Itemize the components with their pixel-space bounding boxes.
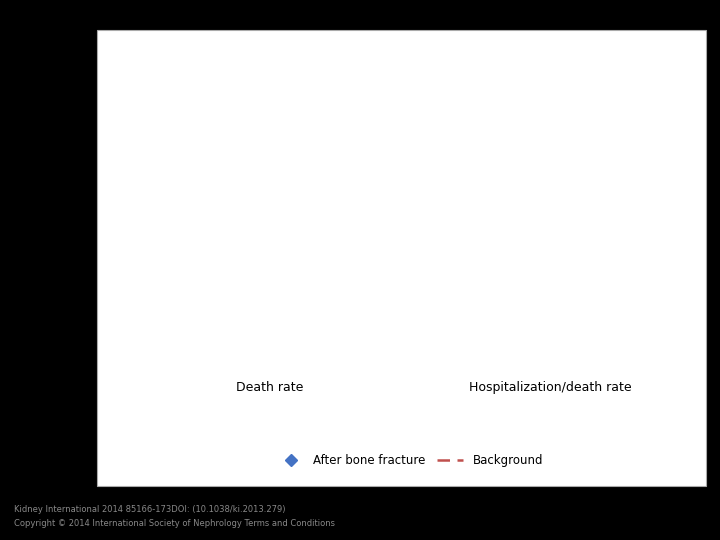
Text: Hospitalization/death rate: Hospitalization/death rate <box>469 381 632 394</box>
Legend: After bone fracture, Background: After bone fracture, Background <box>273 450 548 472</box>
Text: a: a <box>152 63 163 80</box>
Y-axis label: Rate/1000 patient-years: Rate/1000 patient-years <box>91 127 102 262</box>
Text: Death rate: Death rate <box>236 381 304 394</box>
Text: Figure 4: Figure 4 <box>329 14 391 29</box>
Text: Copyright © 2014 International Society of Nephrology Terms and Conditions: Copyright © 2014 International Society o… <box>14 519 336 529</box>
Text: Kidney International 2014 85166-173DOI: (10.1038/ki.2013.279): Kidney International 2014 85166-173DOI: … <box>14 505 286 514</box>
Text: b: b <box>415 63 428 80</box>
